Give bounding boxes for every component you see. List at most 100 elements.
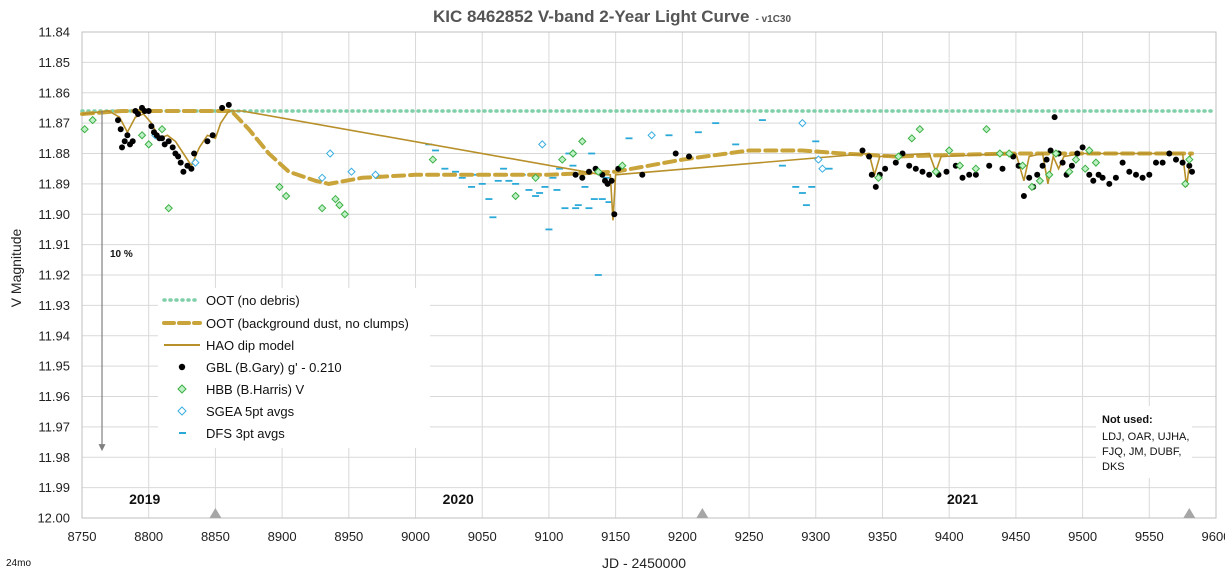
plot-frame	[81, 31, 1217, 519]
gbl-point	[1043, 156, 1050, 163]
gbl-point	[906, 162, 913, 169]
gbl-point	[191, 150, 198, 157]
corner-label: 24mo	[6, 558, 31, 569]
gbl-point	[169, 144, 176, 151]
gbl-point	[1112, 174, 1119, 181]
gbl-point	[966, 171, 973, 178]
gbl-point	[1153, 159, 1159, 166]
sgea-point	[798, 118, 807, 128]
sgea-point	[317, 173, 327, 183]
x-tick-label: 9350	[868, 529, 897, 544]
gbl-point	[959, 174, 966, 181]
gbl-point	[145, 108, 152, 114]
gbl-point	[1047, 147, 1054, 154]
scale-arrow-head	[98, 444, 106, 452]
y-tick-label: 11.85	[38, 55, 70, 70]
gbl-point	[1186, 162, 1193, 169]
hbb-point	[907, 134, 917, 143]
year-label-2021: 2021	[947, 491, 978, 507]
gbl-point	[175, 153, 182, 160]
hbb-point	[578, 137, 587, 146]
hbb-point	[157, 124, 167, 134]
hbb-point	[1181, 179, 1190, 189]
hbb-point	[1085, 146, 1094, 155]
legend-label-oot-clean: OOT (no debris)	[206, 293, 300, 308]
not-used-box	[1096, 406, 1192, 478]
x-tick-label: 8950	[334, 529, 363, 544]
not-used-line-2: FJQ, JM, DUBF,	[1102, 446, 1181, 458]
x-tick-label: 9550	[1135, 529, 1164, 544]
x-tick-label: 9600	[1202, 529, 1225, 544]
hbb-point	[428, 155, 438, 164]
hbb-point	[1018, 161, 1027, 170]
gbl-point	[586, 168, 592, 175]
gbl-point	[882, 165, 889, 172]
scale-arrow-label: 10 %	[110, 249, 133, 260]
gbl-point	[1020, 193, 1027, 199]
hbb-point	[281, 191, 291, 201]
axis-ticks: 8750 8800 8850 8900 8950 9000 9050 9100 9150 9200…	[37, 25, 1225, 545]
y-tick-label: 11.91	[38, 237, 70, 252]
gbl-point	[188, 165, 195, 172]
gbl-point	[135, 111, 141, 117]
not-used-note: Not used: LDJ, OAR, UJHA, FJQ, JM, DUBF,…	[1096, 406, 1192, 478]
gbl-point	[209, 132, 216, 139]
y-tick-label: 12.00	[37, 511, 70, 526]
gbl-point	[1139, 174, 1146, 181]
hbb-point	[894, 152, 903, 161]
gbl-point	[1059, 159, 1066, 166]
gbl-point	[611, 211, 618, 218]
gbl-point	[919, 168, 926, 175]
gbl-point	[219, 104, 226, 111]
gbl-point	[1086, 171, 1093, 178]
y-tick-label: 11.92	[38, 268, 70, 283]
legend-label-oot-dust: OOT (background dust, no clumps)	[206, 316, 409, 331]
hbb-point	[931, 167, 941, 176]
gbl-point	[999, 165, 1006, 172]
legend-swatch-gbl	[178, 363, 186, 371]
hbb-point	[88, 115, 97, 125]
gbl-point	[1166, 150, 1173, 157]
legend-label-hbb: HBB (B.Harris) V	[206, 382, 305, 397]
chart-title-suffix: - v1C30	[755, 14, 791, 25]
y-tick-label: 11.95	[38, 359, 70, 374]
gbl-point	[1189, 168, 1195, 175]
gbl-point	[912, 165, 919, 172]
hbb-point	[971, 164, 981, 173]
hbb-point	[137, 131, 147, 140]
hbb-point	[1091, 158, 1101, 167]
hbb-point	[335, 200, 344, 210]
gbl-point	[1179, 159, 1186, 166]
y-tick-label: 11.97	[38, 419, 70, 434]
sgea-point	[814, 155, 823, 164]
y-tick-label: 11.96	[38, 389, 70, 404]
gbl-point	[868, 171, 875, 178]
gbl-point	[639, 171, 646, 178]
x-tick-label: 8800	[134, 529, 163, 544]
gbl-point	[177, 159, 184, 166]
series-line-oot-dust	[80, 109, 1194, 186]
year-marker-triangle	[696, 508, 709, 518]
hbb-point	[164, 203, 173, 213]
gbl-point	[1133, 171, 1139, 178]
hbb-point	[558, 155, 567, 164]
gbl-point	[866, 153, 873, 160]
hbb-point	[594, 167, 603, 176]
gbl-point	[926, 171, 933, 178]
gbl-point	[1074, 150, 1081, 157]
gbl-point	[1146, 171, 1153, 178]
gbl-point	[1099, 174, 1106, 181]
year-markers	[209, 508, 1196, 518]
year-marker-triangle	[209, 508, 222, 518]
hbb-point	[1005, 149, 1014, 158]
x-tick-label: 9450	[1001, 529, 1030, 544]
gbl-point	[117, 126, 124, 133]
sgea-point	[647, 131, 656, 140]
gbl-point	[159, 135, 165, 142]
hbb-point	[340, 210, 350, 219]
hbb-point	[1065, 167, 1074, 176]
annotations: 10 % 2019 2020 2021	[98, 110, 1196, 518]
y-tick-label: 11.89	[38, 176, 70, 191]
hbb-point	[1051, 149, 1061, 158]
